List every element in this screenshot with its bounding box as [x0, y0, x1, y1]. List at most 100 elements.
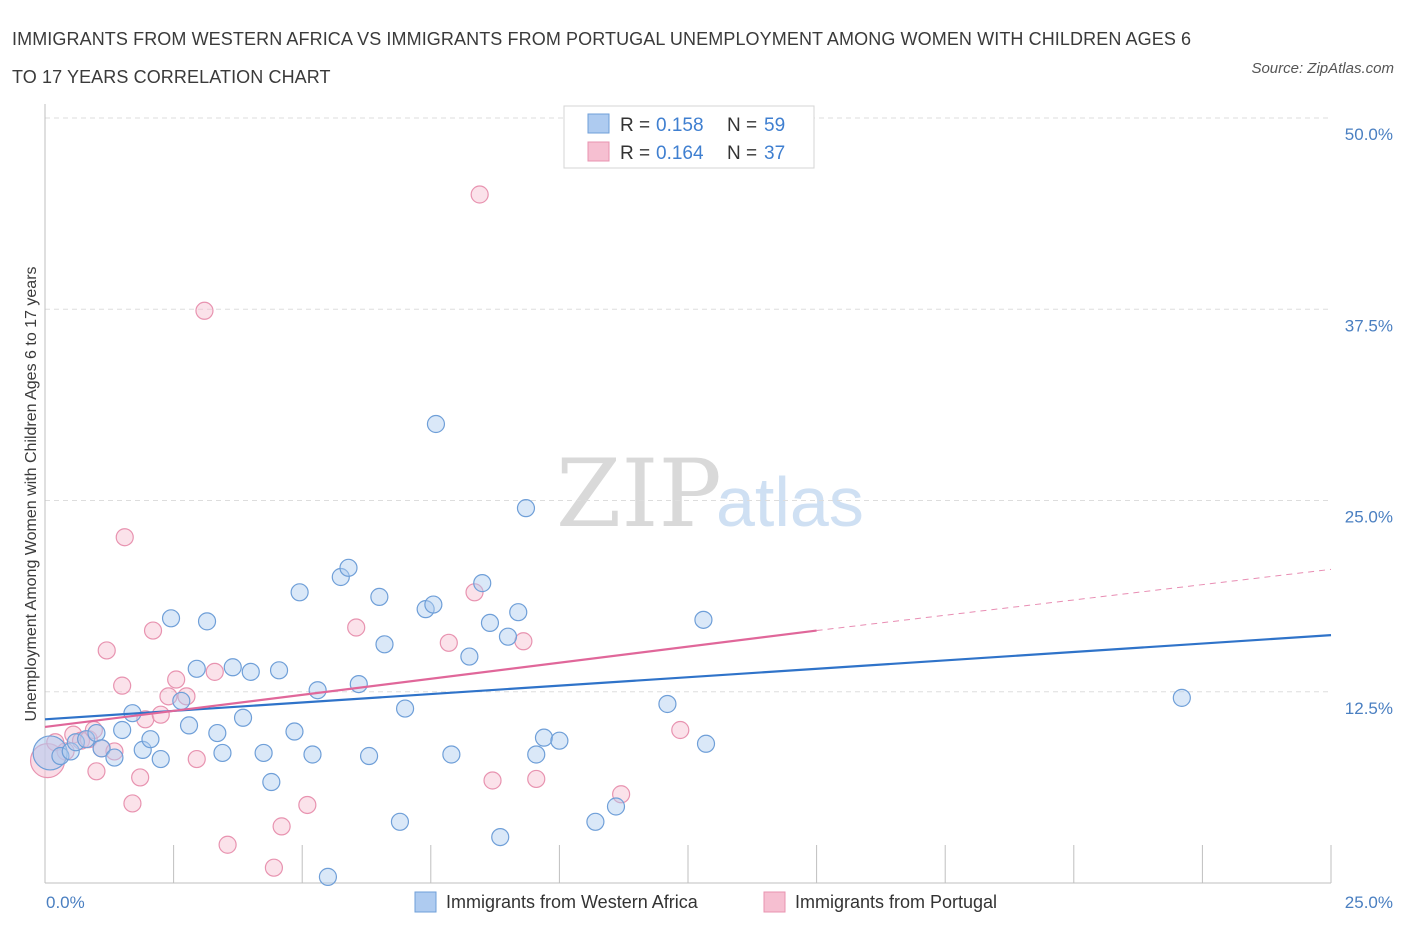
western-africa-point: [213, 743, 232, 763]
western-africa-point: [303, 745, 322, 764]
legend-blue-r-label: R =: [620, 115, 650, 136]
portugal-point: [527, 769, 546, 789]
western-africa-point: [550, 731, 569, 750]
western-africa-point: [606, 797, 626, 816]
western-africa-point: [187, 659, 206, 678]
portugal-point: [113, 676, 132, 695]
legend-bottom-pink-label: Immigrants from Portugal: [795, 892, 997, 912]
western-africa-point: [77, 730, 96, 749]
western-africa-point: [308, 681, 327, 700]
portugal-point: [115, 528, 134, 547]
western-africa-point: [516, 499, 536, 518]
western-africa-point: [51, 746, 70, 766]
western-africa-point: [241, 662, 260, 681]
portugal-point: [298, 795, 317, 815]
portugal-point: [97, 641, 116, 660]
y-tick-label: 12.5%: [1345, 699, 1393, 718]
western-africa-point: [141, 730, 160, 749]
western-africa-point: [480, 613, 500, 633]
western-africa-point: [658, 694, 677, 714]
western-africa-point: [349, 674, 368, 694]
portugal-point: [167, 670, 186, 689]
y-axis-label: Unemployment Among Women with Children A…: [23, 266, 40, 721]
western-africa-point: [172, 691, 191, 711]
western-africa-point: [370, 587, 389, 606]
portugal-point: [671, 720, 690, 740]
western-africa-point: [113, 720, 132, 740]
western-africa-point: [208, 723, 227, 743]
portugal-point: [87, 762, 106, 781]
western-africa-point: [442, 745, 461, 764]
legend-blue-n-label: N =: [727, 115, 757, 136]
portugal-point: [218, 835, 237, 854]
western-africa-point: [426, 414, 446, 434]
portugal-point: [131, 768, 150, 787]
legend-bottom: Immigrants from Western Africa Immigrant…: [414, 891, 997, 913]
western-africa-point: [32, 735, 68, 771]
western-africa-point: [285, 722, 304, 741]
western-africa-point: [66, 733, 85, 752]
source-credit: Source: ZipAtlas.com: [1251, 60, 1394, 77]
western-africa-point: [696, 734, 716, 753]
legend-top: R = 0.158 N = 59 R = 0.164 N = 37: [563, 105, 815, 169]
legend-bottom-blue-swatch: [414, 891, 437, 913]
watermark-atlas: atlas: [716, 463, 864, 541]
western-africa-point: [395, 699, 415, 718]
portugal-point: [272, 817, 291, 836]
western-africa-point: [262, 772, 281, 792]
legend-blue-n-value: 59: [764, 115, 785, 136]
legend-pink-swatch: [587, 141, 610, 162]
portugal-point: [143, 621, 163, 640]
western-africa-point: [105, 748, 124, 767]
western-africa-trend-line: [44, 634, 1332, 721]
trend-lines: [44, 568, 1332, 729]
western-africa-point: [498, 627, 518, 646]
axes: [44, 104, 1332, 884]
western-africa-point: [61, 742, 80, 761]
legend-pink-n-value: 37: [764, 143, 785, 164]
axis-ticks: 12.5% 25.0% 37.5% 50.0% 0.0% 25.0%: [46, 125, 1393, 912]
portugal-trend-line: [44, 629, 817, 729]
portugal-point: [205, 662, 224, 681]
western-africa-point: [694, 610, 713, 629]
western-africa-point: [359, 746, 379, 766]
portugal-point: [187, 749, 206, 769]
western-africa-point: [223, 658, 242, 677]
x-tick-label-max: 25.0%: [1345, 893, 1393, 912]
western-africa-point: [197, 612, 217, 631]
series-western-africa-points: [32, 414, 1191, 886]
portugal-point: [264, 858, 284, 877]
legend-pink-r-value: 0.164: [656, 143, 704, 164]
portugal-point: [483, 771, 502, 790]
western-africa-point: [586, 812, 605, 831]
western-africa-point: [290, 583, 309, 602]
legend-bottom-blue-label: Immigrants from Western Africa: [446, 892, 699, 912]
y-tick-label: 25.0%: [1345, 508, 1393, 527]
western-africa-point: [390, 812, 410, 831]
portugal-point: [465, 583, 484, 602]
y-tick-label: 50.0%: [1345, 125, 1393, 144]
western-africa-point: [87, 723, 106, 743]
legend-pink-n-label: N =: [727, 143, 757, 164]
western-africa-point: [92, 739, 111, 758]
western-africa-point: [179, 716, 199, 735]
portugal-point: [347, 618, 366, 637]
western-africa-point: [151, 749, 170, 769]
western-africa-point: [254, 743, 273, 763]
western-africa-point: [318, 867, 338, 886]
portugal-point: [151, 705, 170, 724]
western-africa-point: [375, 635, 394, 654]
chart-title: IMMIGRANTS FROM WESTERN AFRICA VS IMMIGR…: [12, 29, 1192, 87]
portugal-point: [514, 632, 533, 651]
western-africa-point: [491, 827, 510, 847]
western-africa-point: [473, 574, 492, 593]
y-tick-label: 37.5%: [1345, 316, 1393, 335]
western-africa-point: [331, 567, 350, 587]
legend-blue-r-value: 0.158: [656, 115, 704, 136]
portugal-point: [470, 185, 489, 204]
western-africa-point: [339, 558, 358, 577]
western-africa-point: [460, 647, 479, 666]
portugal-trend-extension: [816, 568, 1332, 632]
legend-pink-r-label: R =: [620, 143, 650, 164]
